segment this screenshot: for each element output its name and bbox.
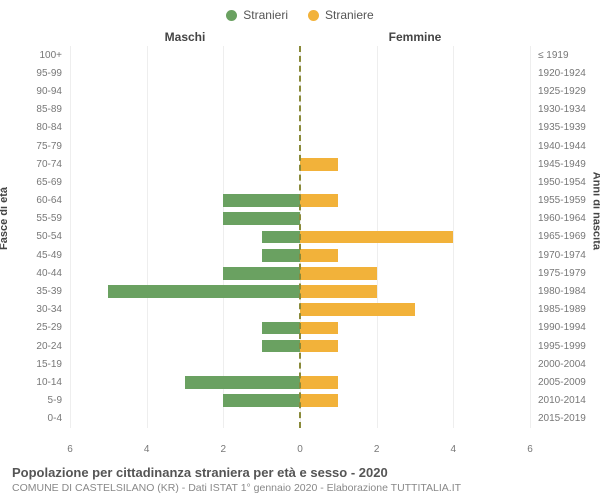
year-label: 2005-2009: [534, 373, 590, 391]
x-tick-label: 2: [374, 444, 380, 455]
bar-male: [223, 212, 300, 225]
x-tick-label: 0: [297, 444, 303, 455]
chart-footer: Popolazione per cittadinanza straniera p…: [12, 465, 588, 494]
column-title-male: Maschi: [70, 30, 300, 44]
age-label: 90-94: [32, 82, 66, 100]
age-label: 25-29: [32, 319, 66, 337]
bar-female: [300, 231, 453, 244]
year-label: 1995-1999: [534, 337, 590, 355]
age-label: 75-79: [32, 137, 66, 155]
age-label: 50-54: [32, 228, 66, 246]
y-year-labels: ≤ 19191920-19241925-19291930-19341935-19…: [534, 46, 600, 428]
legend-dot-female: [308, 10, 319, 21]
population-pyramid-chart: Stranieri Straniere Maschi Femmine Fasce…: [0, 0, 600, 500]
year-label: 1985-1989: [534, 301, 590, 319]
column-title-female: Femmine: [300, 30, 530, 44]
age-label: 30-34: [32, 301, 66, 319]
legend-label-female: Straniere: [325, 8, 374, 22]
legend-item-male: Stranieri: [226, 8, 288, 22]
bar-female: [300, 194, 338, 207]
year-label: 2010-2014: [534, 392, 590, 410]
age-label: 0-4: [44, 410, 66, 428]
year-label: 1940-1944: [534, 137, 590, 155]
bar-female: [300, 267, 377, 280]
year-label: 2015-2019: [534, 410, 590, 428]
age-label: 85-89: [32, 101, 66, 119]
year-label: 1960-1964: [534, 210, 590, 228]
year-label: 1980-1984: [534, 282, 590, 300]
age-label: 65-69: [32, 173, 66, 191]
year-label: 1970-1974: [534, 246, 590, 264]
chart-source: COMUNE DI CASTELSILANO (KR) - Dati ISTAT…: [12, 482, 588, 494]
year-label: 1920-1924: [534, 64, 590, 82]
bar-male: [262, 340, 300, 353]
x-tick-label: 6: [527, 444, 533, 455]
year-label: 1935-1939: [534, 119, 590, 137]
age-label: 45-49: [32, 246, 66, 264]
year-label: 1955-1959: [534, 192, 590, 210]
year-label: ≤ 1919: [534, 46, 573, 64]
x-tick-label: 2: [221, 444, 227, 455]
year-label: 1965-1969: [534, 228, 590, 246]
age-label: 80-84: [32, 119, 66, 137]
bar-female: [300, 376, 338, 389]
age-label: 100+: [35, 46, 66, 64]
legend-label-male: Stranieri: [243, 8, 288, 22]
bar-male: [108, 285, 300, 298]
center-axis-line: [299, 46, 301, 428]
age-label: 10-14: [32, 373, 66, 391]
x-tick-label: 6: [67, 444, 73, 455]
legend-item-female: Straniere: [308, 8, 374, 22]
bar-female: [300, 340, 338, 353]
age-label: 95-99: [32, 64, 66, 82]
bar-male: [223, 267, 300, 280]
bar-female: [300, 303, 415, 316]
plot-area: [70, 46, 530, 428]
bar-male: [262, 322, 300, 335]
bar-female: [300, 394, 338, 407]
bar-male: [223, 394, 300, 407]
bar-male: [185, 376, 300, 389]
age-label: 15-19: [32, 355, 66, 373]
age-label: 60-64: [32, 192, 66, 210]
legend: Stranieri Straniere: [0, 0, 600, 26]
age-label: 55-59: [32, 210, 66, 228]
gridline: [530, 46, 531, 428]
year-label: 1990-1994: [534, 319, 590, 337]
y-age-labels: 100+95-9990-9485-8980-8475-7970-7465-696…: [0, 46, 66, 428]
age-label: 70-74: [32, 155, 66, 173]
bar-male: [262, 231, 300, 244]
year-label: 1945-1949: [534, 155, 590, 173]
bar-female: [300, 158, 338, 171]
legend-dot-male: [226, 10, 237, 21]
year-label: 1930-1934: [534, 101, 590, 119]
x-tick-label: 4: [144, 444, 150, 455]
bar-female: [300, 249, 338, 262]
bar-female: [300, 285, 377, 298]
age-label: 20-24: [32, 337, 66, 355]
column-titles: Maschi Femmine: [70, 30, 530, 44]
year-label: 1950-1954: [534, 173, 590, 191]
bar-male: [262, 249, 300, 262]
year-label: 1975-1979: [534, 264, 590, 282]
year-label: 1925-1929: [534, 82, 590, 100]
age-label: 5-9: [44, 392, 66, 410]
age-label: 35-39: [32, 282, 66, 300]
bar-male: [223, 194, 300, 207]
x-tick-label: 4: [451, 444, 457, 455]
year-label: 2000-2004: [534, 355, 590, 373]
chart-title: Popolazione per cittadinanza straniera p…: [12, 465, 588, 480]
age-label: 40-44: [32, 264, 66, 282]
bar-female: [300, 322, 338, 335]
